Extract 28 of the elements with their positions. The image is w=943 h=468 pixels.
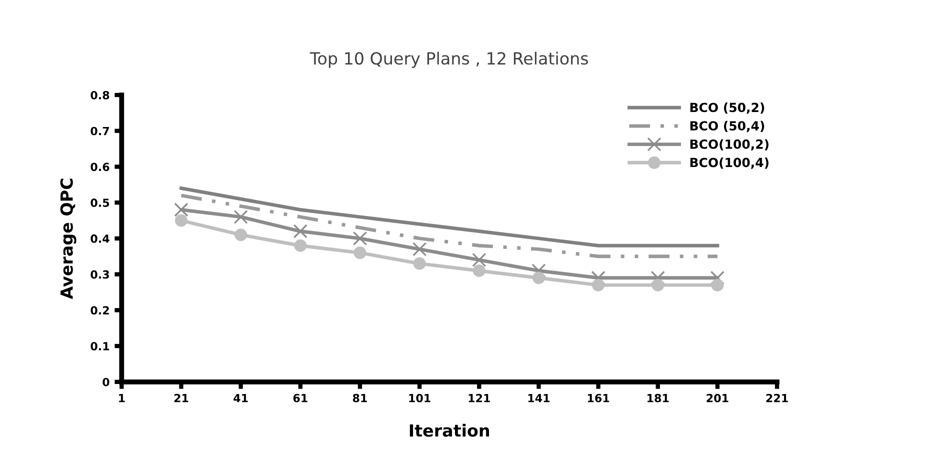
legend-label: BCO(100,4) bbox=[690, 158, 768, 169]
y-tick-label: 0.3 bbox=[90, 270, 109, 279]
x-tick-label: 201 bbox=[706, 394, 728, 402]
y-tick-label: 0.7 bbox=[90, 126, 109, 136]
y-tick-label: 0.6 bbox=[90, 162, 110, 172]
x-tick-label: 81 bbox=[352, 394, 367, 402]
x-tick-label: 61 bbox=[293, 394, 308, 402]
y-tick-label: 0 bbox=[102, 378, 110, 386]
x-tick-label: 141 bbox=[528, 394, 550, 402]
chart-title: Top 10 Query Plans , 12 Relations bbox=[310, 52, 588, 68]
x-axis-title: Iteration bbox=[410, 424, 490, 437]
y-tick-label: 0.1 bbox=[90, 342, 110, 350]
x-tick-label: 181 bbox=[648, 394, 669, 402]
x-tick-label: 21 bbox=[174, 394, 188, 402]
x-tick-label: 41 bbox=[234, 394, 248, 402]
x-tick-label: 221 bbox=[766, 394, 788, 402]
y-axis-title: Average QPC bbox=[60, 178, 76, 300]
y-tick-label: 0.4 bbox=[90, 234, 110, 243]
x-tick-label: 121 bbox=[468, 394, 490, 402]
x-tick-label: 101 bbox=[409, 394, 430, 402]
x-tick-label: 1 bbox=[119, 394, 125, 402]
x-tick-label: 161 bbox=[588, 394, 610, 402]
legend-label: BCO (50,4) bbox=[690, 120, 764, 132]
y-tick-label: 0.2 bbox=[90, 306, 109, 315]
legend-label: BCO(100,2) bbox=[690, 139, 768, 150]
y-tick-label: 0.8 bbox=[90, 90, 110, 100]
legend-label: BCO (50,2) bbox=[690, 102, 764, 114]
y-tick-label: 0.5 bbox=[90, 198, 110, 207]
